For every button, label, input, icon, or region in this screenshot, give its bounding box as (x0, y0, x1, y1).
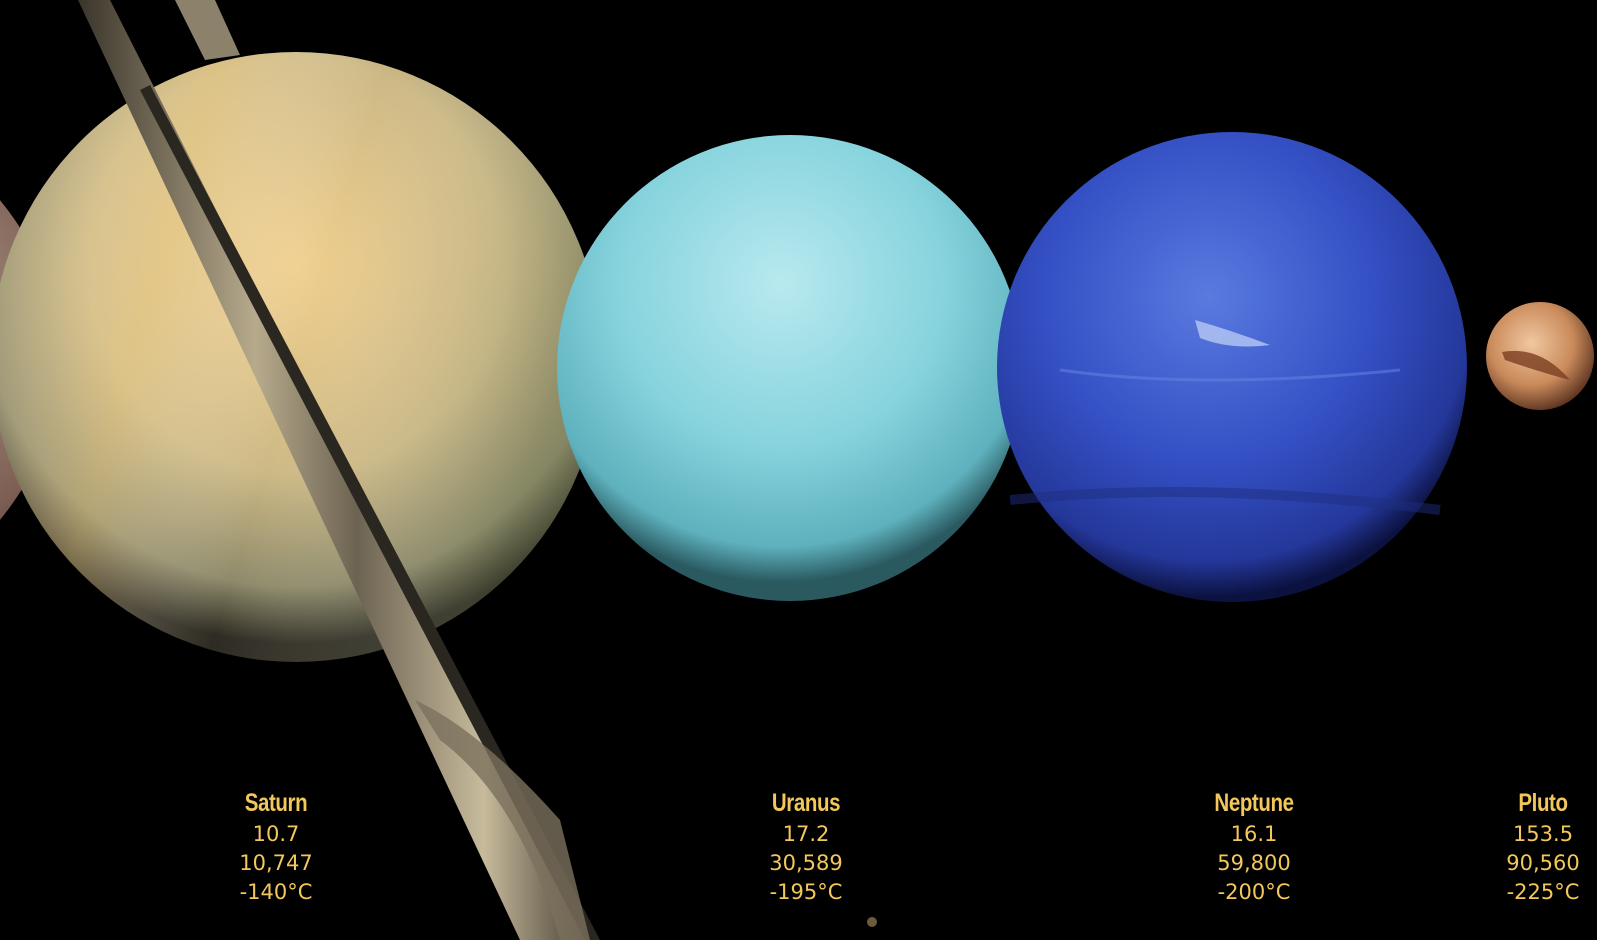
pluto-planet (1486, 302, 1594, 410)
planet-value-2: 59,800 (1217, 851, 1291, 875)
neptune-label: Neptune 16.1 59,800 -200°C (1164, 788, 1344, 907)
uranus-planet (557, 135, 1023, 601)
planet-value-1: 10.7 (252, 822, 300, 846)
saturn-planet (0, 52, 601, 662)
uranus-label: Uranus 17.2 30,589 -195°C (716, 788, 896, 907)
planet-value-1: 16.1 (1230, 822, 1278, 846)
planet-value-2: 30,589 (769, 851, 843, 875)
planet-name: Pluto (1518, 789, 1568, 817)
planet-name: Uranus (771, 789, 841, 817)
neptune-planet (997, 132, 1467, 602)
planet-temperature: -140°C (239, 880, 313, 904)
planet-name: Saturn (244, 789, 308, 817)
small-moon (867, 917, 877, 927)
planet-temperature: -225°C (1506, 880, 1580, 904)
planet-value-2: 10,747 (239, 851, 313, 875)
planet-value-1: 17.2 (782, 822, 830, 846)
pluto-label: Pluto 153.5 90,560 -225°C (1453, 788, 1597, 907)
planet-temperature: -200°C (1217, 880, 1291, 904)
planet-temperature: -195°C (769, 880, 843, 904)
saturn-label: Saturn 10.7 10,747 -140°C (186, 788, 366, 907)
saturn-ring (78, 0, 600, 940)
planet-name: Neptune (1214, 789, 1294, 817)
planet-value-1: 153.5 (1512, 822, 1574, 846)
planet-value-2: 90,560 (1506, 851, 1580, 875)
